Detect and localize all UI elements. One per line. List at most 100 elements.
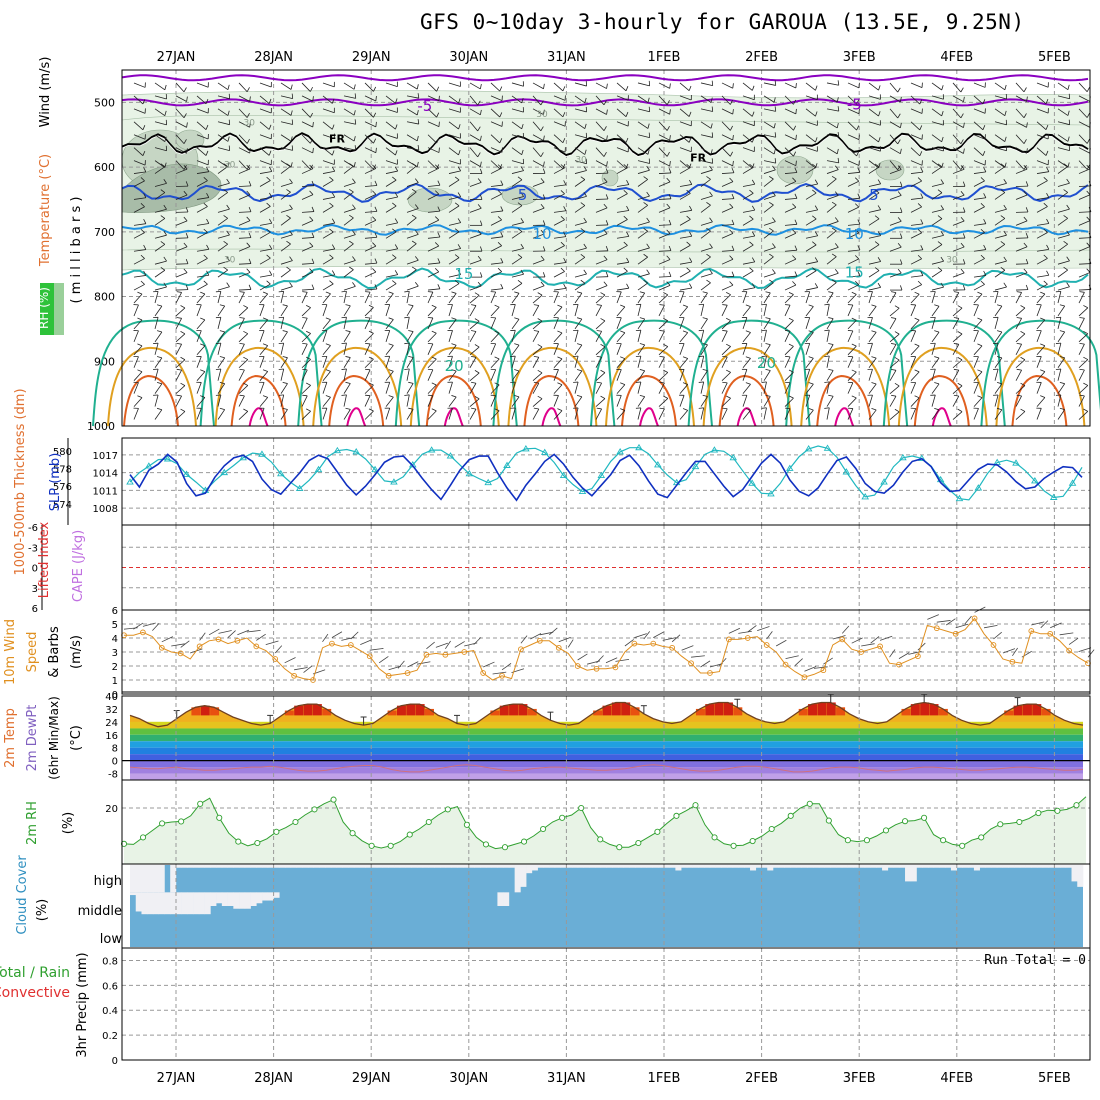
wind-barb bbox=[576, 369, 582, 372]
cloud-clear bbox=[336, 865, 343, 868]
cloud-clear bbox=[256, 865, 263, 868]
wind-barb bbox=[973, 147, 984, 156]
wind-barb bbox=[742, 209, 755, 213]
wind-barb bbox=[1015, 220, 1028, 226]
wind-barb bbox=[857, 193, 861, 199]
wind-barb bbox=[205, 98, 209, 104]
wind-barb bbox=[404, 316, 410, 319]
wind-barb bbox=[889, 220, 902, 226]
wind-barb bbox=[154, 95, 167, 100]
wind-barb bbox=[133, 304, 139, 317]
wind10-barb bbox=[256, 633, 266, 641]
wind-barb bbox=[1015, 318, 1022, 330]
wind-barb bbox=[497, 190, 502, 195]
pressure-tick: 900 bbox=[94, 355, 115, 368]
wind-barb bbox=[1015, 395, 1022, 407]
wind-barb bbox=[266, 280, 271, 285]
wind-barb bbox=[983, 219, 987, 224]
cloud-clear bbox=[353, 865, 360, 868]
temp-hot bbox=[294, 705, 304, 716]
wind-barb bbox=[500, 258, 504, 263]
wind-barb bbox=[659, 355, 665, 358]
wind10-point bbox=[801, 674, 808, 681]
cloud-clear bbox=[233, 892, 240, 909]
wind-barb bbox=[448, 179, 460, 187]
wind-barb bbox=[448, 231, 460, 239]
slp-point bbox=[654, 461, 662, 468]
wind10-barb bbox=[1059, 632, 1074, 636]
wind-barb bbox=[1066, 204, 1070, 210]
wind-barb bbox=[616, 270, 628, 278]
wind-barb bbox=[238, 211, 252, 213]
wind-barb bbox=[406, 291, 410, 304]
cloud-clear bbox=[135, 865, 142, 893]
wind-barb bbox=[826, 292, 834, 304]
wind-barb bbox=[982, 125, 986, 130]
wind-barb bbox=[511, 396, 520, 407]
wind-barb bbox=[521, 123, 524, 129]
wind10-barb bbox=[473, 637, 482, 645]
wind-barb bbox=[266, 254, 271, 259]
wind-barb bbox=[175, 395, 182, 407]
wind-barb bbox=[679, 167, 691, 174]
wind-barb bbox=[448, 248, 461, 252]
wind-barb bbox=[427, 291, 434, 304]
wind10-point bbox=[177, 650, 184, 657]
wind-barb bbox=[349, 214, 354, 219]
wind10-barb bbox=[832, 635, 846, 640]
wind-barb bbox=[826, 221, 839, 226]
cloud-clear bbox=[250, 892, 257, 906]
wind-barb bbox=[311, 206, 315, 212]
wind-barb bbox=[795, 83, 797, 89]
wind-barb bbox=[920, 167, 924, 173]
contour-line bbox=[107, 346, 197, 427]
contour-line bbox=[214, 346, 305, 427]
wind-barb bbox=[1083, 408, 1088, 412]
wind-barb bbox=[1000, 163, 1006, 168]
cloud-clear bbox=[899, 865, 906, 868]
wind-barb bbox=[837, 157, 840, 163]
cloud-level-label: low bbox=[100, 932, 123, 947]
wind-barb bbox=[563, 231, 567, 237]
wind-barb bbox=[406, 243, 417, 252]
wind-barb bbox=[133, 180, 145, 187]
cloud-clear bbox=[1014, 865, 1021, 868]
wind-barb bbox=[417, 119, 420, 125]
cloud-clear bbox=[836, 865, 843, 868]
wind-barb bbox=[331, 166, 336, 172]
wind-barb bbox=[309, 242, 314, 247]
wind-barb bbox=[934, 407, 940, 411]
cloud-clear bbox=[342, 865, 349, 868]
wind-barb bbox=[605, 246, 609, 251]
wind-barb bbox=[1078, 147, 1090, 154]
wind-barb bbox=[960, 87, 964, 93]
rh2m-tick: 20 bbox=[105, 804, 118, 815]
wind-barb bbox=[702, 343, 708, 346]
wind-barb bbox=[910, 258, 922, 265]
wind-barb bbox=[706, 253, 711, 258]
wind-barb bbox=[868, 343, 873, 355]
date-label-top: 4FEB bbox=[940, 50, 973, 65]
cloud-clear bbox=[497, 865, 504, 868]
rh2m-point bbox=[501, 844, 509, 851]
wind-barb bbox=[286, 266, 291, 271]
cloud-clear bbox=[193, 865, 200, 868]
wind-barb bbox=[133, 293, 143, 304]
wind-barb bbox=[278, 394, 284, 396]
temp-band bbox=[130, 734, 1083, 742]
rh2m-point bbox=[635, 839, 642, 847]
lifted-index-tick: 6 bbox=[32, 604, 38, 615]
wind-barb bbox=[154, 331, 163, 343]
cloud-clear bbox=[244, 865, 251, 868]
wind-barb bbox=[812, 163, 817, 168]
wind-barb bbox=[646, 269, 650, 275]
cloud-clear bbox=[227, 865, 234, 868]
wind-barb bbox=[186, 122, 188, 128]
wind-barb bbox=[353, 110, 356, 116]
wind10-barb bbox=[643, 631, 651, 640]
wind-barb bbox=[427, 134, 437, 144]
wind-barb bbox=[196, 304, 202, 317]
cloud-clear bbox=[531, 865, 538, 871]
wind-barb bbox=[897, 165, 902, 170]
wind-barb bbox=[952, 411, 963, 420]
